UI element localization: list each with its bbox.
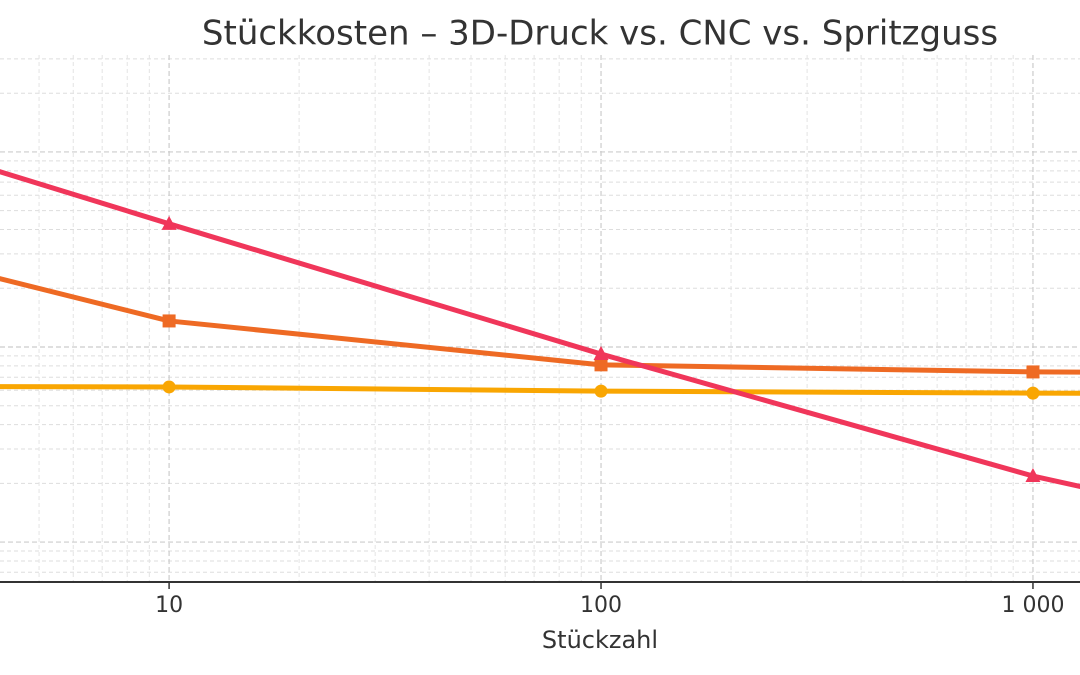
point bbox=[593, 346, 609, 361]
point bbox=[1025, 468, 1041, 483]
series-line bbox=[0, 169, 1080, 489]
point bbox=[1026, 365, 1040, 379]
x-axis-label: Stückzahl bbox=[542, 626, 658, 654]
x-tick-label: 100 bbox=[580, 593, 622, 618]
point bbox=[161, 215, 177, 230]
chart-title: Stückkosten – 3D-Druck vs. CNC vs. Sprit… bbox=[202, 14, 998, 54]
point bbox=[594, 358, 608, 372]
point bbox=[162, 314, 176, 328]
point bbox=[594, 384, 608, 398]
point bbox=[162, 380, 176, 394]
plot-area bbox=[0, 169, 1080, 489]
x-tick-label: 1 000 bbox=[1001, 593, 1064, 618]
series-line bbox=[0, 276, 1080, 375]
point bbox=[1026, 386, 1040, 400]
x-tick-label: 10 bbox=[155, 593, 183, 618]
